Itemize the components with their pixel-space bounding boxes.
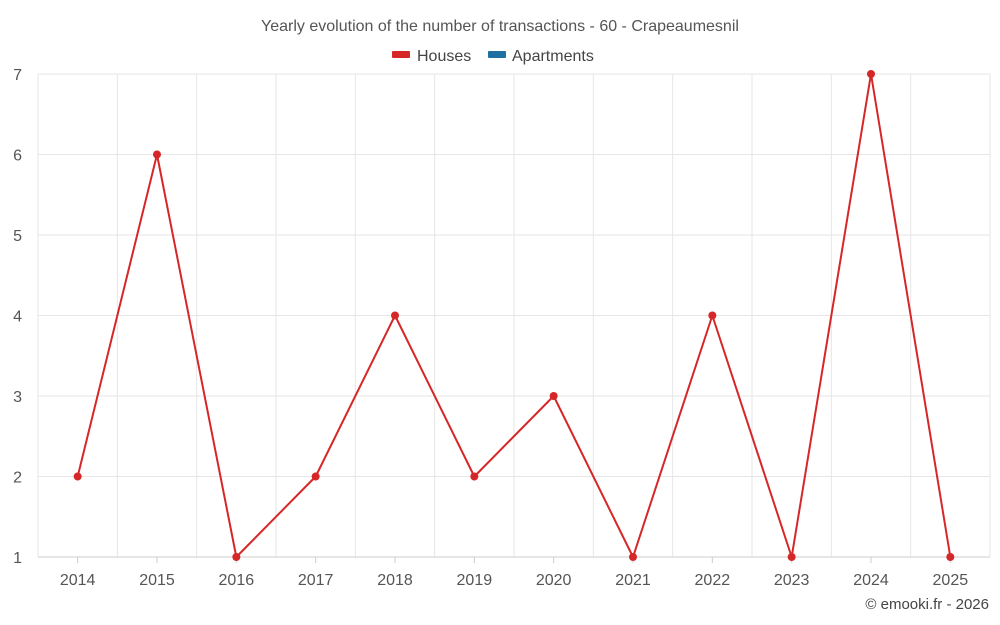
data-point-houses-2014[interactable] (73, 472, 82, 481)
data-point-houses-2015[interactable] (153, 150, 161, 159)
x-tick-label: 2020 (536, 572, 572, 589)
data-point-houses-2016[interactable] (232, 553, 241, 561)
x-tick-label: 2024 (853, 572, 889, 589)
legend-item-apartments[interactable]: Apartments (488, 48, 594, 65)
data-point-houses-2021[interactable] (629, 553, 637, 561)
credit-text: © emooki.fr - 2026 (865, 596, 989, 613)
legend-swatch-houses (392, 51, 410, 58)
data-point-houses-2019[interactable] (470, 472, 479, 481)
data-point-houses-2024[interactable] (867, 70, 875, 78)
y-tick-label: 6 (13, 148, 22, 165)
data-point-houses-2020[interactable] (549, 392, 558, 400)
x-tick-label: 2017 (298, 572, 334, 589)
legend-swatch-apartments (488, 51, 506, 58)
y-tick-label: 2 (13, 470, 22, 487)
y-tick-label: 1 (13, 550, 22, 567)
series-houses (73, 70, 955, 561)
legend-label-apartments: Apartments (512, 48, 594, 65)
x-tick-label: 2023 (774, 572, 810, 589)
y-tick-label: 5 (13, 228, 22, 245)
x-tick-label: 2015 (139, 572, 175, 589)
x-tick-label: 2014 (60, 572, 96, 589)
axes: 1 2 3 4 5 6 7 2014 2015 2016 2017 2018 2019 2020 2021 2… (13, 67, 990, 589)
data-point-houses-2018[interactable] (391, 311, 399, 320)
x-tick-label: 2025 (933, 572, 969, 589)
y-tick-label: 3 (13, 389, 22, 406)
grid (37, 73, 991, 557)
x-tick-label: 2021 (615, 572, 651, 589)
x-tick-label: 2018 (377, 572, 413, 589)
x-tick-label: 2019 (457, 572, 493, 589)
data-point-houses-2023[interactable] (787, 553, 796, 561)
data-point-houses-2025[interactable] (946, 553, 955, 561)
data-point-houses-2022[interactable] (708, 311, 717, 320)
legend-label-houses: Houses (417, 48, 471, 65)
x-tick-label: 2022 (695, 572, 731, 589)
y-tick-label: 4 (13, 309, 22, 326)
chart-title: Yearly evolution of the number of transa… (261, 18, 739, 35)
data-point-houses-2017[interactable] (311, 472, 320, 481)
x-tick-label: 2016 (219, 572, 255, 589)
series-line-houses (76, 73, 952, 558)
y-tick-label: 7 (13, 67, 22, 84)
legend-item-houses[interactable]: Houses (392, 48, 471, 65)
legend: Houses Apartments (392, 48, 594, 65)
